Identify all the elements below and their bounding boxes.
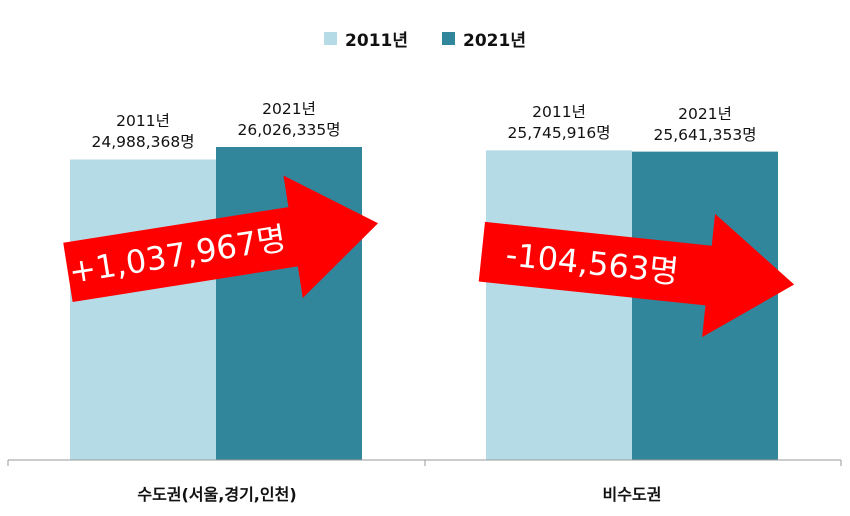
arrow-shape: [478, 213, 795, 338]
bar-label-0-1: 2021년 26,026,335명: [237, 99, 340, 141]
legend: 2011년 2021년: [0, 26, 850, 51]
arrow-shape: [63, 175, 379, 303]
bar-label-value: 25,641,353명: [653, 125, 757, 144]
legend-swatch-2021: [442, 32, 455, 45]
category-label-capital: 수도권(서울,경기,인천): [137, 485, 297, 504]
legend-label-2011: 2011년: [345, 31, 408, 51]
bar-label-year: 2021년: [678, 104, 732, 123]
legend-item-2021: 2021년: [442, 26, 526, 51]
bar-label-year: 2011년: [116, 112, 170, 131]
legend-label-2021: 2021년: [463, 31, 526, 51]
bar-label-year: 2011년: [532, 103, 586, 122]
bar-0-0: [70, 159, 216, 460]
bar-label-year: 2021년: [262, 100, 316, 118]
category-label-non-capital: 비수도권: [602, 485, 662, 504]
bar-label-value: 24,988,368명: [91, 133, 195, 152]
bar-label-value: 26,026,335명: [237, 121, 341, 139]
annotation-arrow-1: -104,563명: [478, 213, 795, 338]
legend-item-2011: 2011년: [324, 26, 408, 51]
bar-1-0: [486, 150, 632, 461]
bar-label-0-0: 2011년 24,988,368명: [91, 111, 194, 153]
legend-swatch-2011: [324, 32, 338, 45]
bar-label-1-0: 2011년 25,745,916명: [507, 102, 610, 144]
annotation-arrow-0: +1,037,967명: [63, 175, 379, 303]
bar-label-value: 25,745,916명: [507, 124, 611, 143]
bar-label-1-1: 2021년 25,641,353명: [653, 104, 756, 146]
